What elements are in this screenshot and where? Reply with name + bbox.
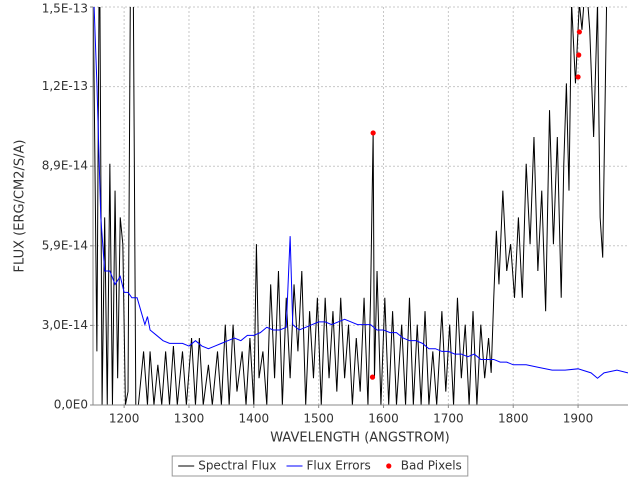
y-tick-label: 1,5E-13 [42, 2, 88, 16]
legend-item: Bad Pixels [386, 459, 462, 473]
bad-pixel [369, 374, 376, 380]
x-tick-label: 1400 [239, 412, 270, 426]
legend-label: Flux Errors [307, 459, 371, 473]
y-tick-label: 8,9E-14 [42, 159, 88, 173]
bad-pixel [575, 74, 581, 80]
bad-pixel [370, 130, 376, 136]
legend-item: Spectral Flux [178, 459, 277, 473]
y-axis-title: FLUX (ERG/CM2/S/A) [13, 140, 28, 273]
x-tick-label: 1200 [109, 412, 140, 426]
legend: Spectral Flux Flux Errors Bad Pixels [171, 455, 469, 477]
x-tick-label: 1700 [433, 412, 464, 426]
legend-marker [386, 463, 392, 469]
plot-area [93, 7, 628, 405]
y-tick-label: 0,0E0 [54, 398, 88, 412]
legend-label: Bad Pixels [401, 459, 462, 473]
x-tick-label: 1500 [303, 412, 334, 426]
x-tick-label: 1900 [563, 412, 594, 426]
y-tick-label: 3,0E-14 [42, 318, 88, 332]
legend-item: Flux Errors [286, 459, 371, 473]
series-line [93, 7, 608, 405]
x-axis-title: WAVELENGTH (ANGSTROM) [270, 431, 449, 446]
x-tick-label: 1300 [174, 412, 205, 426]
y-tick-label: 5,9E-14 [42, 238, 88, 252]
series-line [93, 7, 628, 379]
legend-box [171, 455, 469, 477]
x-tick-label: 1600 [368, 412, 399, 426]
bad-pixel [576, 52, 582, 58]
bad-pixel [576, 29, 582, 35]
legend-label: Spectral Flux [198, 459, 276, 473]
y-tick-label: 1,2E-13 [42, 79, 88, 93]
x-tick-label: 1800 [498, 412, 529, 426]
